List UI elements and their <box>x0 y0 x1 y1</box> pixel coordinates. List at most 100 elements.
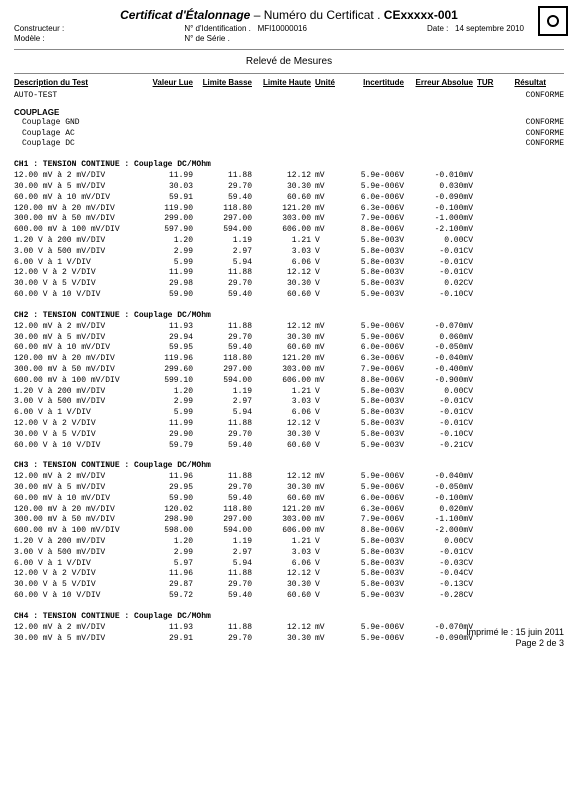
cell-result <box>506 258 546 269</box>
data-row: 30.00 mV à 5 mV/DIV30.0329.7030.30mV5.9e… <box>14 182 564 193</box>
cell-basse: 2.97 <box>197 247 252 258</box>
cell-result <box>506 387 546 398</box>
cell-incert: 7.9e-006V <box>349 365 404 376</box>
cell-haute: 12.12 <box>256 268 311 279</box>
cell-basse: 594.00 <box>197 526 252 537</box>
cell-erreur: 0.060mV <box>408 333 473 344</box>
cell-valeur: 2.99 <box>138 397 193 408</box>
cell-unite: V <box>315 537 345 548</box>
cell-erreur: 0.00CV <box>408 537 473 548</box>
cell-haute: 6.06 <box>256 559 311 570</box>
cell-unite: mV <box>315 225 345 236</box>
cell-incert: 6.3e-006V <box>349 354 404 365</box>
page-number: Page 2 de 3 <box>466 638 564 649</box>
cell-tur <box>477 526 502 537</box>
cell-valeur: 59.72 <box>138 591 193 602</box>
cell-unite: V <box>315 397 345 408</box>
cell-basse: 2.97 <box>197 548 252 559</box>
cell-desc: 3.00 V à 500 mV/DIV <box>14 397 134 408</box>
page-footer: Imprimé le : 15 juin 2011 Page 2 de 3 <box>466 627 564 649</box>
cell-unite: mV <box>315 376 345 387</box>
cell-valeur: 30.03 <box>138 182 193 193</box>
data-row: 1.20 V à 200 mV/DIV1.201.191.21V5.8e-003… <box>14 537 564 548</box>
couplage-result: CONFORME <box>526 129 564 140</box>
data-row: 12.00 V à 2 V/DIV11.9611.8812.12V5.8e-00… <box>14 569 564 580</box>
cell-erreur: -0.03CV <box>408 559 473 570</box>
cell-desc: 12.00 V à 2 V/DIV <box>14 569 134 580</box>
data-row: 30.00 mV à 5 mV/DIV29.9529.7030.30mV5.9e… <box>14 483 564 494</box>
cell-unite: V <box>315 236 345 247</box>
meta-left: Constructeur : Modèle : <box>14 24 64 45</box>
cell-basse: 59.40 <box>197 343 252 354</box>
col-erreur: Erreur Absolue <box>408 78 473 87</box>
cell-tur <box>477 268 502 279</box>
cell-basse: 59.40 <box>197 290 252 301</box>
cell-valeur: 11.99 <box>138 268 193 279</box>
cell-erreur: -0.28CV <box>408 591 473 602</box>
cell-incert: 5.9e-006V <box>349 623 404 634</box>
cell-tur <box>477 515 502 526</box>
cell-desc: 12.00 mV à 2 mV/DIV <box>14 472 134 483</box>
cell-result <box>506 322 546 333</box>
data-row: 600.00 mV à 100 mV/DIV598.00594.00606.00… <box>14 526 564 537</box>
cell-basse: 59.40 <box>197 441 252 452</box>
cell-tur <box>477 365 502 376</box>
cell-incert: 5.8e-003V <box>349 569 404 580</box>
cell-basse: 594.00 <box>197 376 252 387</box>
cell-unite: mV <box>315 505 345 516</box>
cell-erreur: -0.010mV <box>408 171 473 182</box>
cell-valeur: 5.99 <box>138 258 193 269</box>
doc-title: Certificat d'Étalonnage – Numéro du Cert… <box>14 8 564 22</box>
cell-desc: 60.00 mV à 10 mV/DIV <box>14 193 134 204</box>
cell-tur <box>477 204 502 215</box>
cell-basse: 11.88 <box>197 171 252 182</box>
cell-erreur: -0.100mV <box>408 204 473 215</box>
cell-erreur: -0.090mV <box>408 193 473 204</box>
cell-result <box>506 376 546 387</box>
cell-result <box>506 236 546 247</box>
cell-erreur: -2.100mV <box>408 225 473 236</box>
cell-incert: 5.8e-003V <box>349 419 404 430</box>
cell-desc: 30.00 mV à 5 mV/DIV <box>14 634 134 645</box>
cell-valeur: 120.02 <box>138 505 193 516</box>
serie-label: N° de Série . <box>184 34 307 44</box>
cell-valeur: 11.93 <box>138 322 193 333</box>
cell-tur <box>477 333 502 344</box>
cell-erreur: -0.090mV <box>408 634 473 645</box>
data-row: 12.00 mV à 2 mV/DIV11.9911.8812.12mV5.9e… <box>14 171 564 182</box>
cell-haute: 303.00 <box>256 214 311 225</box>
cell-tur <box>477 472 502 483</box>
printed-date: 15 juin 2011 <box>516 627 564 637</box>
cell-haute: 60.60 <box>256 494 311 505</box>
cell-basse: 1.19 <box>197 236 252 247</box>
cell-valeur: 29.91 <box>138 634 193 645</box>
cell-tur <box>477 387 502 398</box>
cell-desc: 1.20 V à 200 mV/DIV <box>14 537 134 548</box>
cell-erreur: -1.100mV <box>408 515 473 526</box>
cell-valeur: 119.96 <box>138 354 193 365</box>
cell-desc: 6.00 V à 1 V/DIV <box>14 559 134 570</box>
cell-haute: 606.00 <box>256 376 311 387</box>
cell-tur <box>477 483 502 494</box>
data-row: 30.00 V à 5 V/DIV29.9829.7030.30V5.8e-00… <box>14 279 564 290</box>
cell-erreur: -0.400mV <box>408 365 473 376</box>
cell-unite: V <box>315 441 345 452</box>
cell-haute: 60.60 <box>256 193 311 204</box>
cell-result <box>506 505 546 516</box>
data-row: 3.00 V à 500 mV/DIV2.992.973.03V5.8e-003… <box>14 548 564 559</box>
cell-tur <box>477 225 502 236</box>
cell-unite: mV <box>315 182 345 193</box>
cell-desc: 12.00 mV à 2 mV/DIV <box>14 171 134 182</box>
cell-incert: 5.8e-003V <box>349 268 404 279</box>
header-meta: Constructeur : Modèle : N° d'Identificat… <box>14 24 564 45</box>
cell-unite: mV <box>315 204 345 215</box>
cell-result <box>506 225 546 236</box>
cell-desc: 30.00 mV à 5 mV/DIV <box>14 182 134 193</box>
data-row: 120.00 mV à 20 mV/DIV119.90118.80121.20m… <box>14 204 564 215</box>
data-row: 12.00 V à 2 V/DIV11.9911.8812.12V5.8e-00… <box>14 268 564 279</box>
cell-haute: 60.60 <box>256 591 311 602</box>
col-incert: Incertitude <box>349 78 404 87</box>
cell-desc: 30.00 V à 5 V/DIV <box>14 580 134 591</box>
cell-incert: 5.8e-003V <box>349 247 404 258</box>
cell-unite: mV <box>315 343 345 354</box>
